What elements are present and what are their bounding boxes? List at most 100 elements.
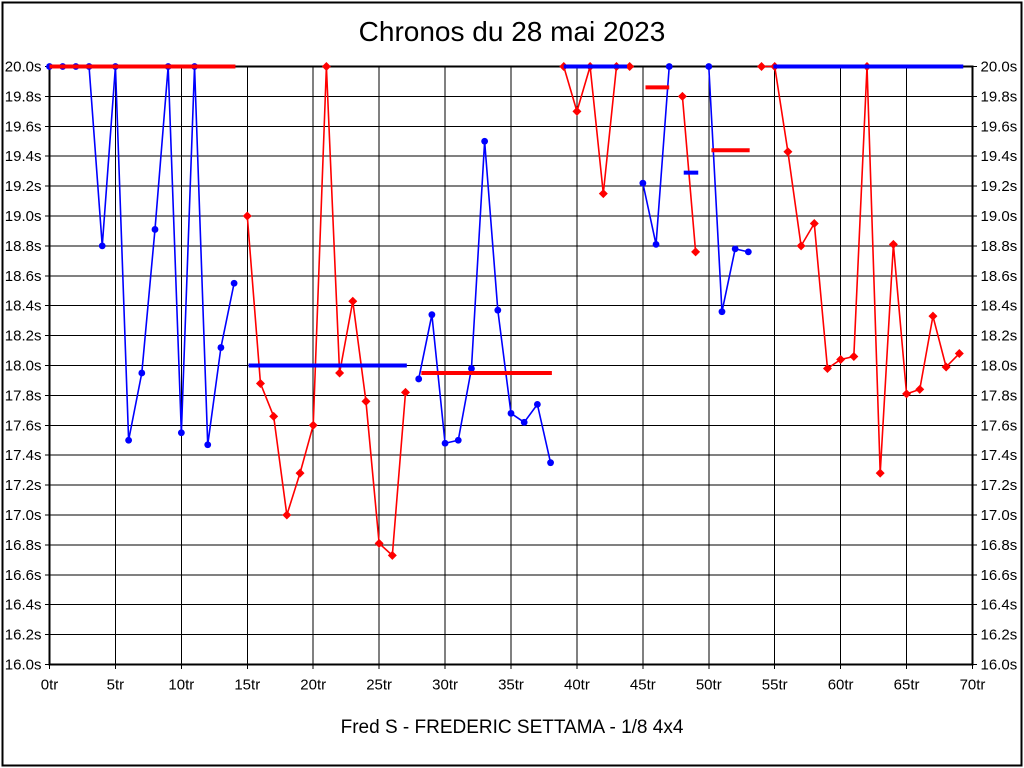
- data-point-marker: [625, 62, 635, 71]
- data-point-marker: [744, 248, 752, 256]
- y-tick-label: 18.2s: [981, 328, 1018, 345]
- y-tick-label: 20.0s: [981, 59, 1018, 76]
- gridlines: [45, 66, 977, 669]
- y-tick-label: 17.2s: [5, 477, 42, 494]
- y-tick-label: 16.4s: [981, 597, 1018, 614]
- data-point-marker: [481, 137, 489, 145]
- y-tick-label: 19.4s: [5, 148, 42, 165]
- data-point-marker: [902, 389, 912, 399]
- data-point-marker: [677, 91, 687, 101]
- data-point-marker: [494, 306, 502, 314]
- x-tick-label: 15tr: [234, 677, 260, 694]
- data-point-marker: [783, 147, 793, 157]
- data-point-marker: [454, 436, 462, 444]
- data-point-marker: [809, 218, 819, 228]
- data-point-marker: [401, 387, 411, 397]
- data-point-marker: [915, 384, 925, 394]
- data-point-marker: [415, 375, 423, 383]
- data-point-marker: [269, 411, 279, 421]
- data-point-marker: [652, 241, 660, 248]
- y-tick-label: 16.0s: [981, 657, 1018, 674]
- data-point-marker: [598, 189, 608, 199]
- data-point-marker: [875, 468, 885, 478]
- y-axis-labels-left: 20.0s 19.8s 19.6s 19.4s 19.2s 19.0s 18.8s 18.6s…: [5, 59, 42, 674]
- y-tick-label: 18.0s: [5, 358, 42, 375]
- y-tick-label: 18.4s: [5, 298, 42, 315]
- y-tick-label: 17.6s: [981, 417, 1018, 434]
- data-point-marker: [177, 429, 185, 437]
- y-tick-label: 19.8s: [981, 88, 1018, 105]
- series-red-laps: [242, 62, 964, 560]
- series-line: [761, 65, 960, 474]
- data-point-marker: [282, 510, 292, 520]
- data-point-marker: [796, 241, 806, 251]
- series-line: [246, 65, 407, 557]
- data-point-marker: [507, 409, 515, 417]
- data-point-marker: [348, 296, 358, 306]
- y-tick-label: 19.6s: [5, 118, 42, 135]
- data-point-marker: [217, 344, 225, 351]
- data-point-marker: [941, 362, 951, 372]
- plot-border: [48, 65, 974, 666]
- y-tick-label: 19.8s: [5, 88, 42, 105]
- series-line: [562, 65, 630, 195]
- data-point-marker: [691, 247, 701, 257]
- x-tick-label: 30tr: [432, 677, 458, 694]
- y-tick-label: 16.4s: [5, 597, 42, 614]
- y-tick-label: 16.2s: [981, 627, 1018, 644]
- data-point-marker: [572, 106, 582, 116]
- y-tick-label: 16.6s: [981, 567, 1018, 584]
- data-point-marker: [757, 62, 767, 71]
- data-point-marker: [888, 239, 898, 249]
- stint-average-lines: [49, 64, 964, 375]
- y-tick-label: 18.6s: [981, 268, 1018, 285]
- y-tick-label: 17.0s: [5, 507, 42, 524]
- data-point-marker: [151, 226, 159, 233]
- data-point-marker: [533, 400, 541, 408]
- x-tick-label: 50tr: [696, 677, 722, 694]
- data-point-marker: [138, 369, 146, 377]
- data-point-marker: [387, 550, 397, 560]
- y-tick-label: 16.8s: [5, 537, 42, 554]
- x-tick-label: 25tr: [366, 677, 392, 694]
- y-tick-label: 17.4s: [981, 447, 1018, 464]
- y-tick-label: 18.8s: [981, 238, 1018, 255]
- data-point-marker: [468, 365, 475, 372]
- data-point-marker: [718, 308, 726, 316]
- data-point-marker: [849, 352, 859, 362]
- data-point-marker: [335, 368, 345, 378]
- chart-footer: Fred S - FREDERIC SETTAMA - 1/8 4x4: [340, 717, 684, 738]
- y-tick-label: 16.2s: [5, 627, 42, 644]
- x-axis-labels: 0tr 5tr 10tr 15tr 20tr 25tr 30tr 35tr 40tr 45tr 50…: [41, 677, 986, 694]
- data-point-marker: [321, 62, 331, 71]
- data-point-marker: [639, 179, 647, 187]
- x-tick-label: 65tr: [894, 677, 920, 694]
- data-point-marker: [204, 441, 212, 449]
- data-point-marker: [374, 538, 384, 548]
- y-tick-label: 17.2s: [981, 477, 1018, 494]
- x-tick-label: 60tr: [828, 677, 854, 694]
- y-tick-label: 16.8s: [981, 537, 1018, 554]
- y-axis-labels-right: 20.0s 19.8s 19.6s 19.4s 19.2s 19.0s 18.8s 18.6s…: [981, 59, 1018, 674]
- data-point-marker: [836, 355, 846, 365]
- y-tick-label: 18.0s: [981, 358, 1018, 375]
- x-tick-label: 55tr: [762, 677, 788, 694]
- data-point-marker: [731, 245, 739, 253]
- x-tick-label: 5tr: [107, 677, 125, 694]
- data-point-marker: [428, 311, 436, 319]
- x-tick-label: 45tr: [630, 677, 656, 694]
- y-tick-label: 19.2s: [5, 178, 42, 195]
- data-point-marker: [822, 363, 832, 373]
- x-tick-label: 70tr: [960, 677, 986, 694]
- x-tick-label: 10tr: [168, 677, 194, 694]
- data-point-marker: [255, 378, 265, 388]
- series-blue-laps: [46, 63, 752, 467]
- y-tick-label: 20.0s: [5, 59, 42, 76]
- x-tick-label: 0tr: [41, 677, 59, 694]
- data-point-marker: [125, 436, 133, 444]
- data-point-marker: [441, 439, 449, 447]
- x-tick-label: 35tr: [498, 677, 524, 694]
- y-tick-label: 19.6s: [981, 118, 1018, 135]
